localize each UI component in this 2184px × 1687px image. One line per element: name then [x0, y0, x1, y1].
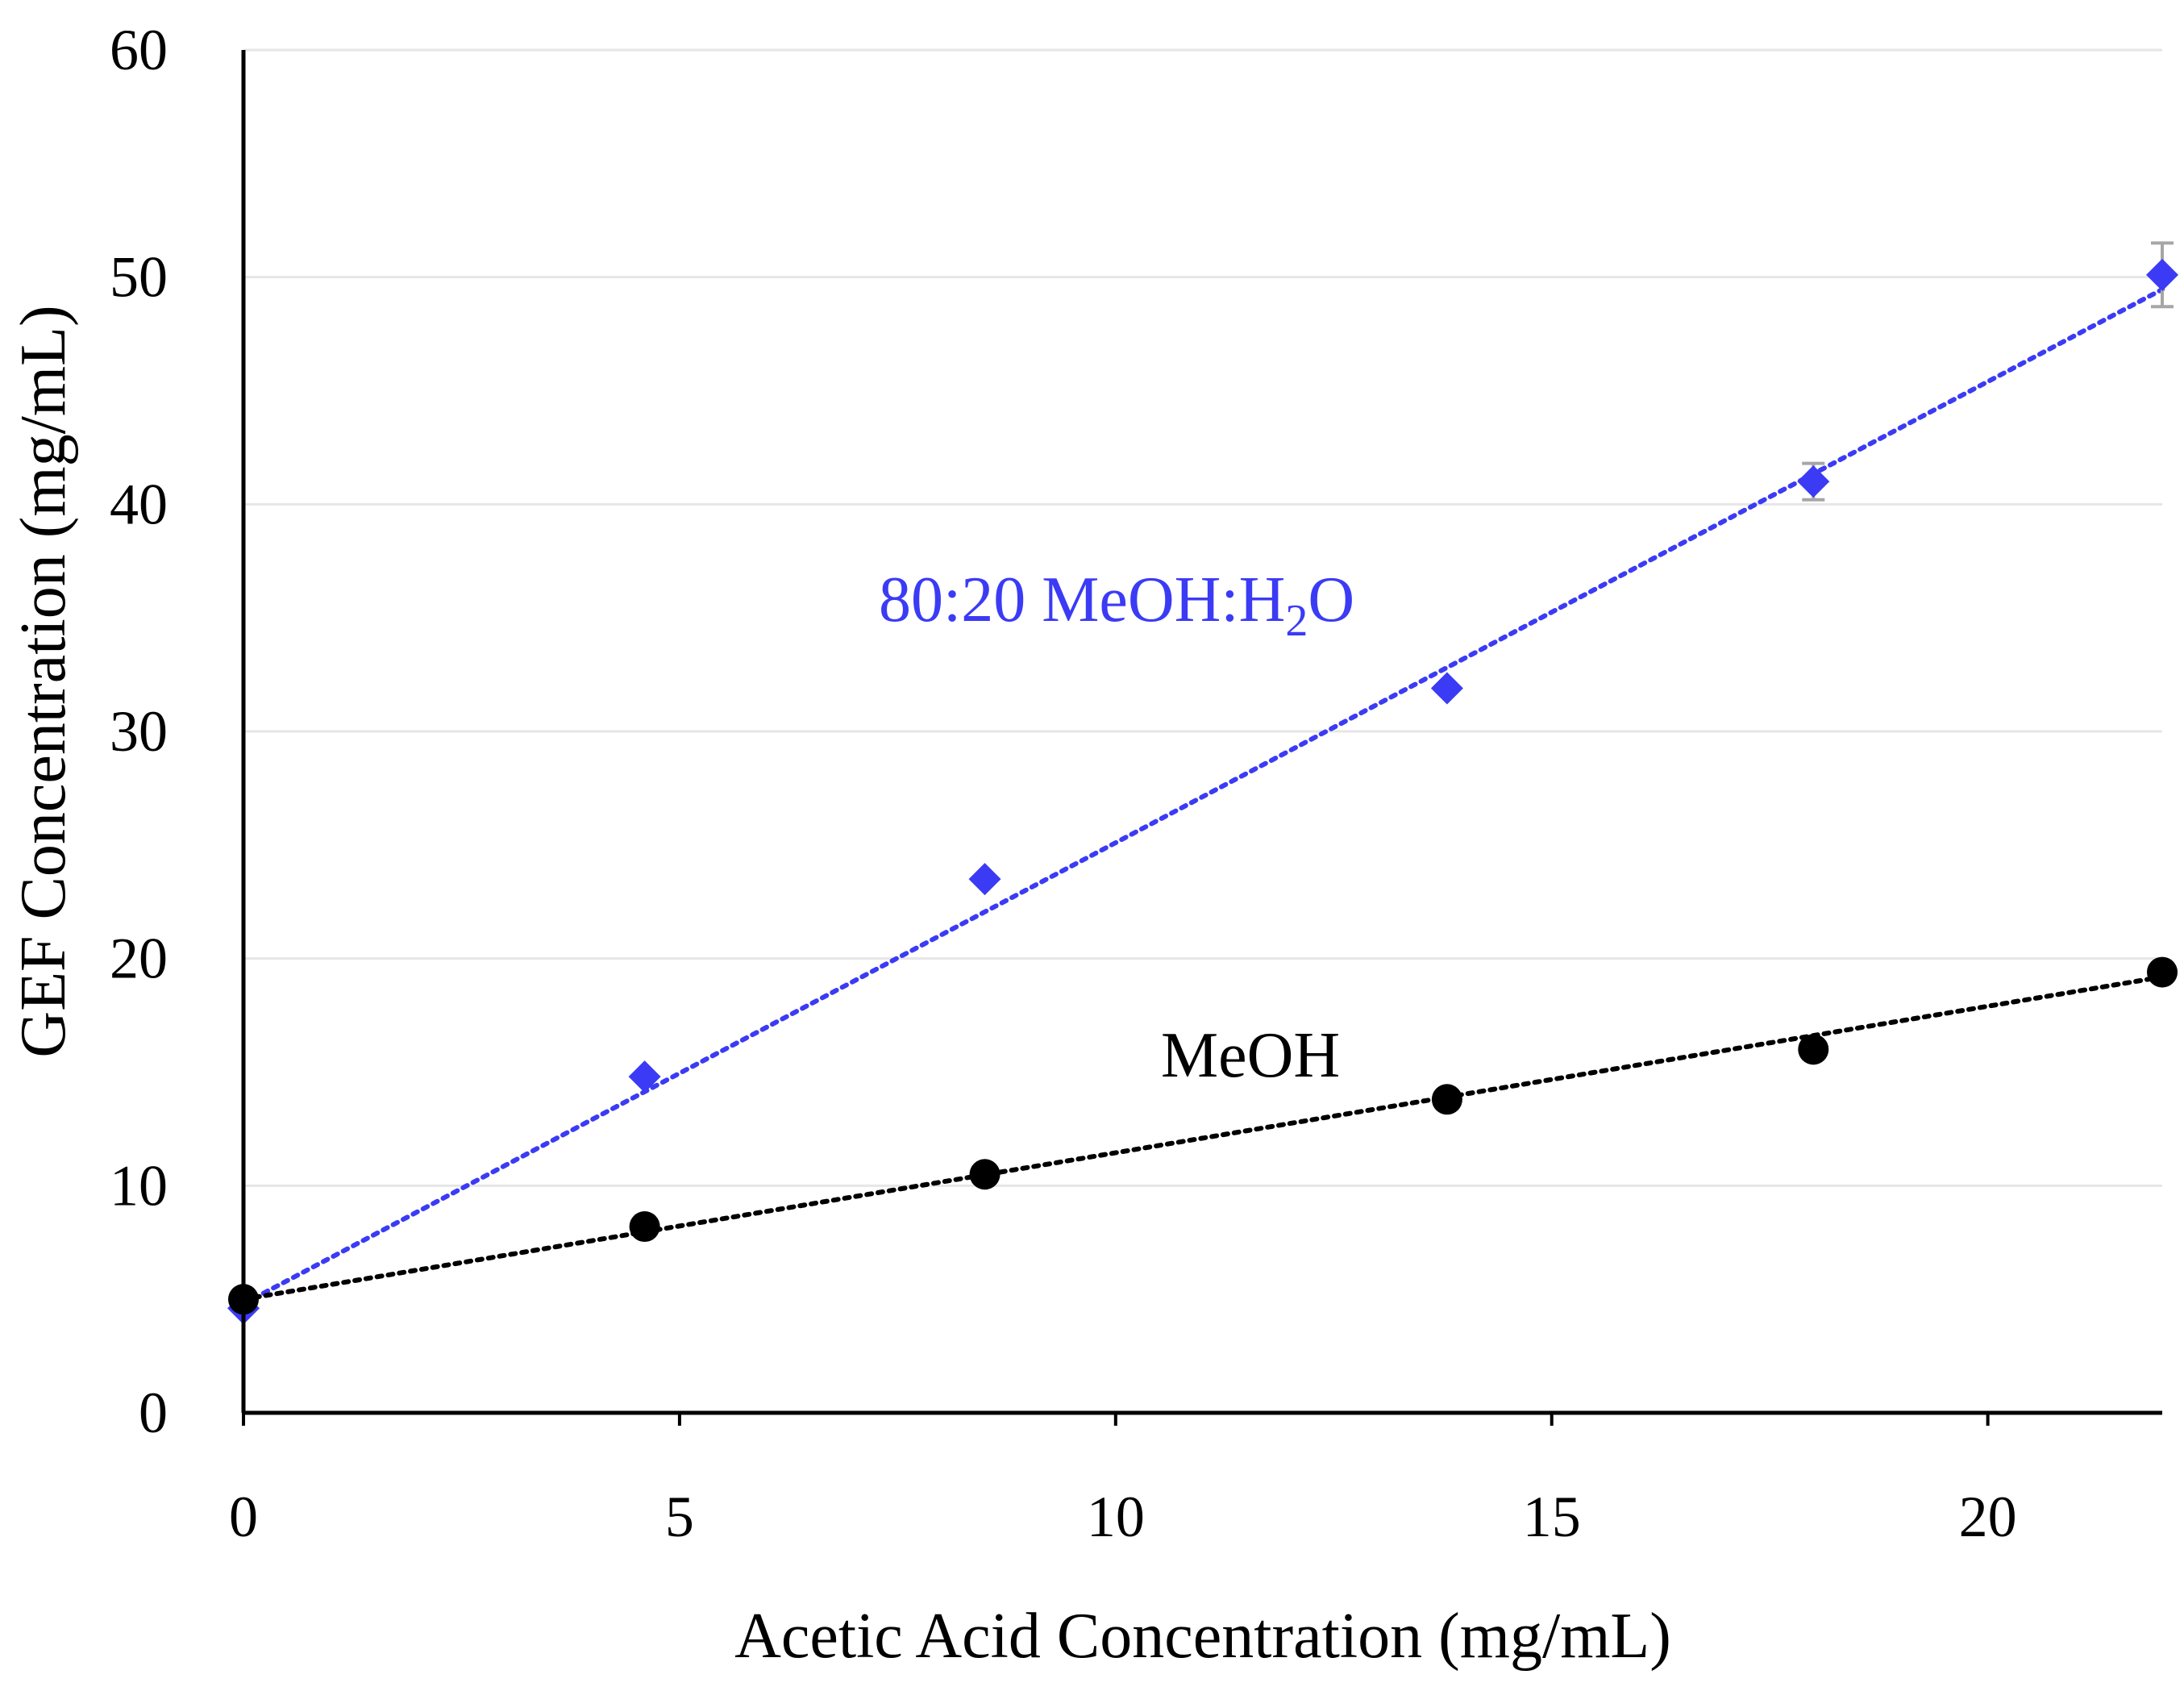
x-tick-label-5: 5	[665, 1485, 694, 1549]
x-tick-label-15: 15	[1523, 1485, 1581, 1549]
y-tick-label-10: 10	[110, 1153, 168, 1218]
trendlines	[241, 286, 2165, 1306]
point-series-1-4	[1798, 1034, 1829, 1065]
y-tick-label-30: 30	[110, 699, 168, 764]
data-points	[227, 258, 2178, 1325]
series-label-blend: 80:20 MeOH:H2O	[879, 564, 1354, 646]
tick-labels: 0 5 10 15 20 0 10 20 30 40 50 60	[110, 18, 2017, 1549]
point-series-1-2	[969, 1159, 1000, 1190]
y-tick-label-20: 20	[110, 927, 168, 991]
point-series-1-3	[1431, 1084, 1462, 1115]
point-series-0-1	[628, 1060, 661, 1093]
x-axis-title: Acetic Acid Concentration (mg/mL)	[734, 1601, 1671, 1672]
point-series-1-1	[629, 1211, 660, 1243]
series-label-blend-subscript: 2	[1285, 596, 1308, 646]
x-tick-label-0: 0	[229, 1485, 258, 1549]
point-series-0-5	[2146, 258, 2178, 291]
point-series-0-3	[1430, 672, 1463, 705]
series-label-blend-main: 80:20 MeOH:H	[879, 564, 1285, 635]
gridlines	[243, 48, 2162, 1187]
series-label-blend-end: O	[1308, 564, 1354, 635]
y-tick-label-0: 0	[139, 1381, 168, 1445]
x-tick-label-20: 20	[1959, 1485, 2017, 1549]
y-tick-label-40: 40	[110, 472, 168, 536]
point-series-0-4	[1797, 465, 1830, 498]
y-tick-label-50: 50	[110, 245, 168, 310]
trendline-series-0	[241, 286, 2165, 1306]
x-tick-label-10: 10	[1087, 1485, 1145, 1549]
point-series-1-5	[2147, 956, 2178, 988]
error-bars	[1802, 241, 2174, 502]
y-axis-title: GEF Concentration (mg/mL)	[8, 305, 79, 1057]
point-series-0-2	[968, 863, 1001, 896]
y-tick-label-60: 60	[110, 18, 168, 82]
axes	[241, 50, 2162, 1426]
trendline-series-1	[241, 974, 2165, 1302]
series-label-meoh: MeOH	[1161, 1020, 1340, 1091]
